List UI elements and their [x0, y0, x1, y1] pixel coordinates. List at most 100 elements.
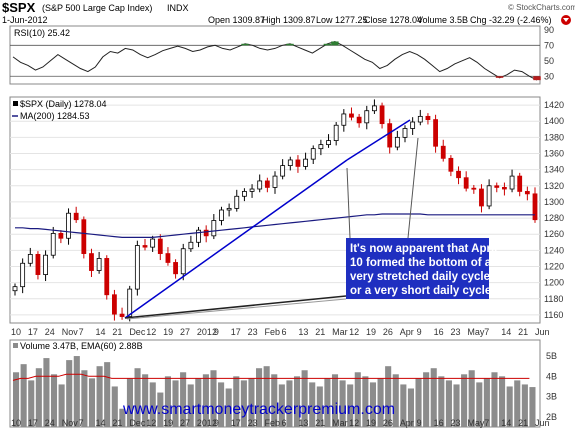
price-candle [119, 313, 125, 317]
volume-bar [240, 380, 247, 427]
price-candle [295, 159, 301, 167]
x-tick-label: 16 [434, 327, 444, 337]
price-candle [318, 144, 324, 150]
price-candle [112, 294, 117, 315]
price-candle [364, 110, 370, 124]
price-candle [89, 253, 94, 271]
price-candle [502, 186, 507, 190]
volume-ema-line [12, 373, 530, 381]
x-tick-label: 16 [434, 418, 444, 428]
price-candle [517, 175, 523, 192]
x-tick-label: Jun [535, 418, 550, 428]
exchange-label: INDX [167, 3, 189, 13]
volume-bar [104, 362, 111, 427]
price-candle [333, 124, 339, 141]
x-tick-label: Feb [265, 327, 281, 337]
x-tick-label: 9 [417, 418, 422, 428]
volume-tick-label: 2B [546, 412, 557, 422]
x-tick-label: 21 [112, 418, 122, 428]
volume-bar [324, 378, 331, 427]
x-tick-label: Mar [332, 327, 348, 337]
cycle-line-gray [126, 298, 347, 320]
price-candle [532, 193, 538, 221]
price-layer [12, 99, 538, 322]
price-tick-label: 1180 [544, 294, 563, 304]
price-tick-label: 1280 [544, 213, 564, 223]
volume-bar [514, 380, 521, 427]
x-tick-label: Apr [400, 327, 414, 337]
price-candle [349, 113, 354, 118]
price-tick-label: 1340 [544, 165, 564, 175]
rsi-overbought-fill [241, 43, 249, 46]
price-candle [379, 105, 385, 125]
volume-bar [423, 372, 430, 427]
rsi-tick-label: 30 [544, 71, 554, 81]
price-candle [257, 180, 263, 190]
volume-bar [415, 378, 422, 427]
price-tick-label: 1200 [544, 278, 564, 288]
volume-bar [506, 386, 513, 427]
price-candle [356, 116, 362, 124]
x-tick-label: Mar [332, 418, 348, 428]
volume-bar [461, 374, 468, 427]
x-tick-label: 12 [146, 418, 156, 428]
x-tick-label: Feb [265, 418, 281, 428]
symbol-title: $SPX [2, 0, 36, 15]
price-candle [73, 212, 79, 221]
price-candle [509, 175, 515, 190]
rsi-panel [9, 25, 541, 85]
volume-bar [468, 370, 475, 427]
volume-bar [347, 384, 354, 427]
x-tick-label: 12 [349, 418, 359, 428]
x-tick-label: 6 [281, 418, 286, 428]
rsi-overbought-fill [323, 43, 332, 46]
volume-bar [256, 368, 263, 427]
volume-value: Volume 3.5B [417, 15, 468, 25]
x-tick-label: 12 [349, 327, 359, 337]
x-tick-label: 24 [45, 418, 55, 428]
volume-bar [309, 382, 316, 427]
rsi-layer: 30 50 70 90 [10, 25, 554, 81]
x-tick-label: 26 [383, 327, 393, 337]
volume-bar [142, 374, 149, 427]
volume-bar [35, 368, 42, 427]
annotation-box [346, 238, 489, 299]
price-legend: $SPX (Daily) 1278.04 [20, 99, 107, 109]
x-tick-label: Nov [62, 327, 79, 337]
volume-bar [339, 380, 346, 427]
volume-bar [111, 386, 118, 427]
x-tick-label: 7 [484, 327, 489, 337]
x-tick-label: 14 [501, 418, 511, 428]
price-tick-label: 1360 [544, 149, 564, 159]
price-legend-swatch [13, 101, 18, 106]
x-tick-label: 23 [248, 327, 258, 337]
price-candle [81, 219, 87, 254]
volume-bar [157, 392, 164, 427]
x-tick-label: 7 [79, 327, 84, 337]
price-tick-label: 1160 [544, 310, 563, 320]
price-tick-label: 1320 [544, 181, 564, 191]
price-candle [448, 157, 454, 172]
price-candle [142, 245, 148, 248]
x-tick-label: 9 [417, 327, 422, 337]
volume-bar [134, 368, 141, 427]
price-candle [58, 233, 64, 239]
rsi-tick-label: 90 [544, 25, 554, 35]
volume-bar [301, 370, 308, 427]
price-candle [272, 175, 278, 188]
low-value: Low 1277.25 [316, 15, 368, 25]
price-tick-label: 1300 [544, 197, 564, 207]
volume-bar [263, 366, 270, 427]
x-tick-label: 13 [298, 327, 308, 337]
price-candle [440, 145, 446, 159]
price-tick-label: 1420 [544, 100, 564, 110]
rsi-oversold-fill [495, 76, 504, 78]
price-candle [234, 195, 240, 209]
x-tick-label: 21 [315, 327, 325, 337]
x-tick-label: 27 [180, 327, 190, 337]
x-tick-label: 21 [315, 418, 325, 428]
price-tick-label: 1220 [544, 262, 564, 272]
volume-bar [172, 380, 179, 427]
volume-bar [483, 378, 490, 427]
